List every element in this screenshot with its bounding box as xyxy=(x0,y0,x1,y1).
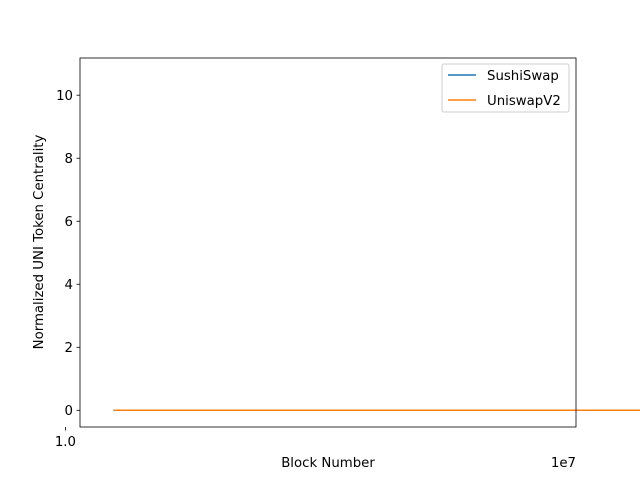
x-axis-label: Block Number xyxy=(281,456,375,471)
legend: SushiSwap UniswapV2 xyxy=(441,63,570,113)
plot-frame xyxy=(79,57,577,428)
legend-label-uniswapv2: UniswapV2 xyxy=(487,94,561,109)
y-tick-label: 8 xyxy=(65,152,73,167)
y-axis-label: Normalized UNI Token Centrality xyxy=(32,135,47,350)
y-tick-label: 6 xyxy=(65,215,73,230)
x-axis-ticks: 1.01.11.21.31.41.5 xyxy=(55,427,76,450)
y-tick-label: 10 xyxy=(56,89,73,104)
legend-label-sushiswap: SushiSwap xyxy=(487,69,559,84)
y-tick-label: 0 xyxy=(65,404,73,419)
y-tick-label: 2 xyxy=(65,341,73,356)
x-tick-label: 1.0 xyxy=(55,435,76,450)
x-axis-offset-label: 1e7 xyxy=(551,456,576,471)
y-axis-ticks: 0 2 4 6 8 10 xyxy=(56,89,80,419)
y-tick-label: 4 xyxy=(65,278,73,293)
